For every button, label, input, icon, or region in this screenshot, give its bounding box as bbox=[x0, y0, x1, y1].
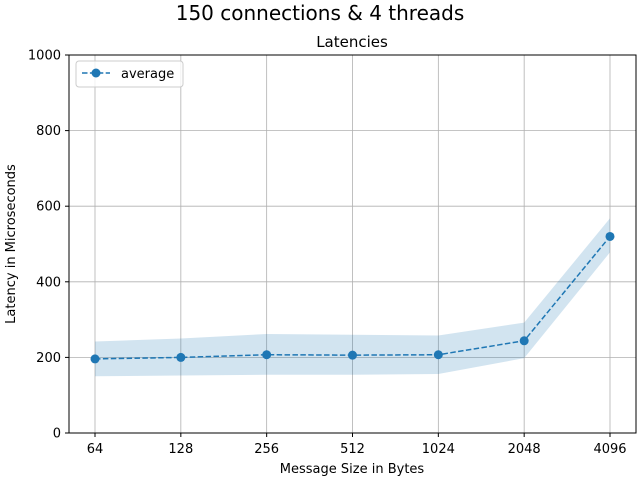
y-axis-label: Latency in Microseconds bbox=[4, 164, 19, 324]
legend-label-average: average bbox=[121, 67, 174, 82]
data-point bbox=[262, 350, 272, 360]
x-tick-label: 4096 bbox=[593, 442, 626, 457]
x-axis-ticks: 64 128 256 512 1024 2048 4096 bbox=[87, 433, 627, 457]
y-tick-label: 800 bbox=[36, 124, 61, 139]
y-tick-label: 400 bbox=[36, 275, 61, 290]
x-tick-label: 256 bbox=[254, 442, 279, 457]
x-axis-label: Message Size in Bytes bbox=[280, 462, 425, 477]
data-point bbox=[90, 354, 100, 364]
y-tick-label: 200 bbox=[36, 351, 61, 366]
data-point bbox=[348, 350, 357, 360]
grid bbox=[69, 54, 636, 434]
data-point bbox=[605, 231, 615, 241]
x-tick-label: 1024 bbox=[422, 442, 455, 457]
data-point bbox=[519, 336, 529, 346]
x-tick-label: 128 bbox=[168, 442, 193, 457]
chart-suptitle: 150 connections & 4 threads bbox=[176, 1, 465, 25]
y-tick-label: 0 bbox=[53, 427, 61, 442]
legend-frame bbox=[75, 60, 184, 88]
x-tick-label: 2048 bbox=[508, 442, 541, 457]
chart-title: Latencies bbox=[316, 33, 388, 51]
y-tick-label: 1000 bbox=[28, 49, 61, 64]
legend: average bbox=[75, 60, 184, 88]
band-area bbox=[95, 218, 610, 377]
data-point bbox=[176, 352, 186, 362]
y-tick-label: 600 bbox=[36, 200, 61, 215]
legend-point-marker bbox=[91, 68, 101, 78]
x-tick-label: 64 bbox=[87, 442, 104, 457]
confidence-band bbox=[95, 218, 610, 377]
series bbox=[90, 231, 615, 364]
x-tick-label: 512 bbox=[340, 442, 365, 457]
data-point bbox=[433, 350, 443, 360]
y-axis-ticks: 0 200 400 600 800 1000 bbox=[28, 49, 69, 442]
